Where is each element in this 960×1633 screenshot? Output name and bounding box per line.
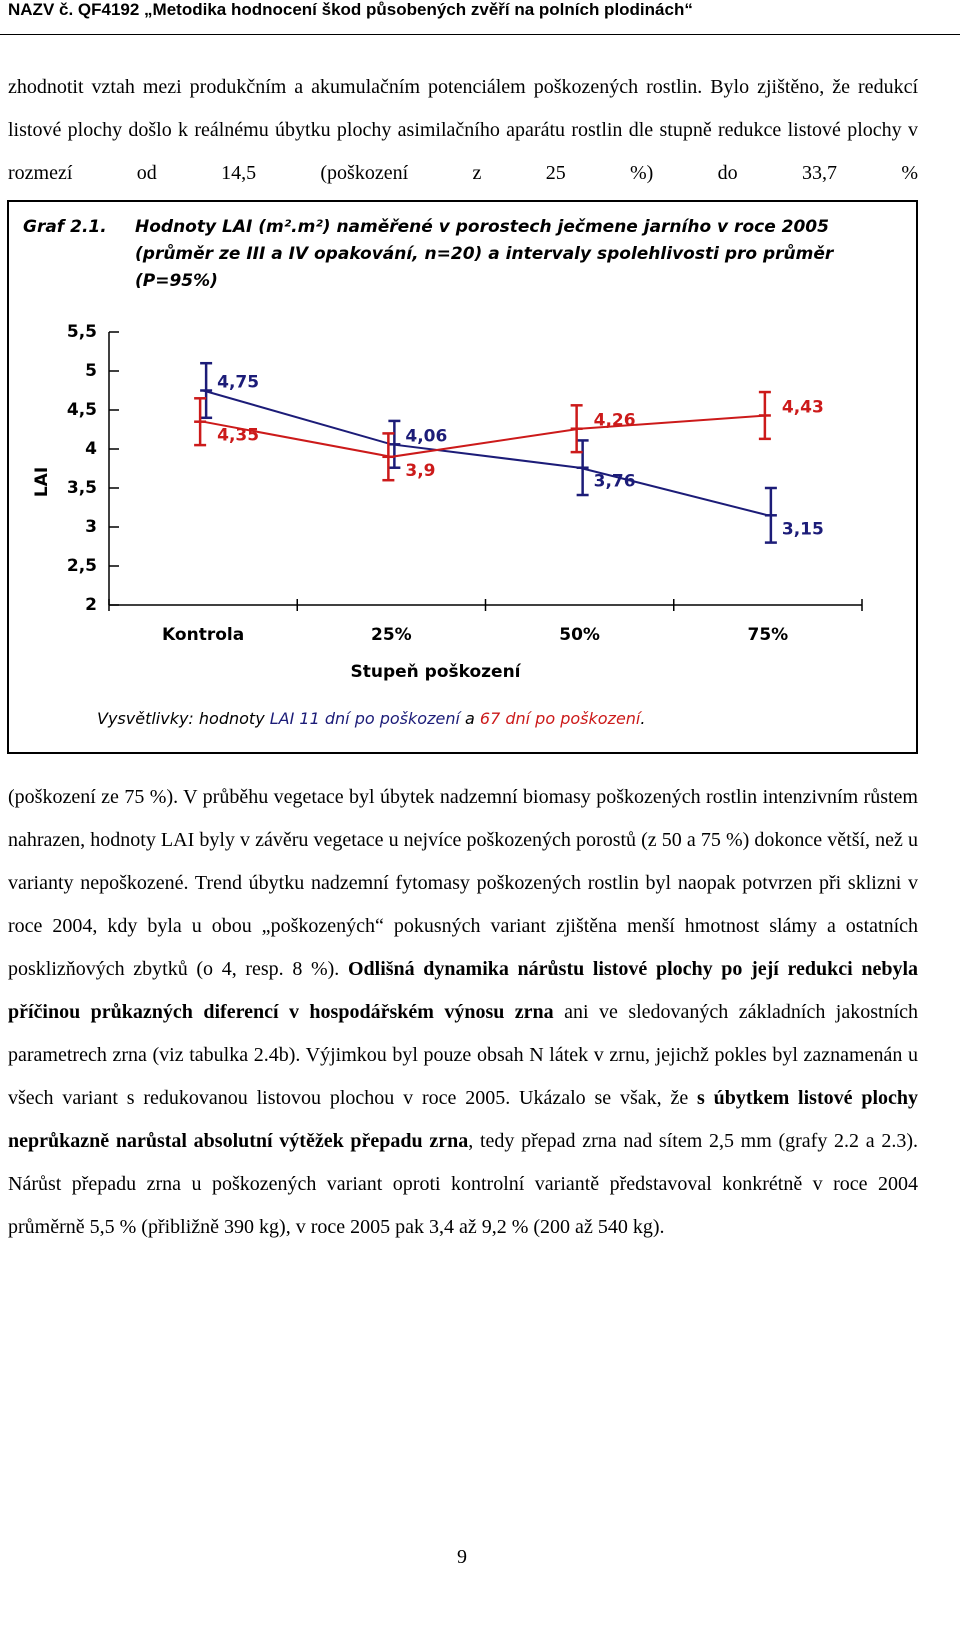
legend: Vysvětlivky: hodnoty LAI 11 dní po poško… [97,709,645,728]
y-tick-label: 2,5 [67,556,97,576]
x-axis-title: Stupeň poškození [350,662,521,682]
series-line [202,389,769,517]
x-tick-label: 25% [371,625,412,645]
text: (poškození ze 75 %). V průběhu vegetace … [8,786,918,980]
x-tick-label: Kontrola [162,625,244,645]
x-tick-label: 75% [748,625,789,645]
y-tick-label: 5,5 [67,322,97,342]
y-tick-label: 3 [85,517,97,537]
x-tick-label: 50% [559,625,600,645]
text: ani ve sledovaných základních jakostních… [8,1001,919,1109]
chart: 2 2,5 3 3,5 4 4,5 5 5,5 Kontrola 25% 50% 75% Stupeň … [32,322,863,682]
page-number: 9 [457,1546,467,1568]
y-tick-label: 4 [85,439,97,459]
legend-joiner: a [465,709,475,728]
value-label: 4,35 [217,426,259,446]
series-line [202,414,768,458]
value-label: 3,76 [594,472,636,492]
header-title: NAZV č. QF4192 „Metodika hodnocení škod … [8,0,693,19]
paragraph: zhodnotit vztah mezi produkčním a akumul… [8,76,918,184]
y-tick-label: 2 [85,595,97,615]
bold-text: Odlišná dynamika nárůstu listové plochy … [8,958,919,1023]
figure-caption: Hodnoty LAI (m².m²) naměřené v porostech… [135,217,834,291]
figure: Graf 2.1. Hodnoty LAI (m².m²) naměřené v… [7,200,918,754]
bold-text: s úbytkem listové plochy neprůkazně narů… [8,1087,918,1152]
value-label: 4,06 [405,426,447,446]
y-tick-label: 4,5 [67,400,97,420]
y-tick-label: 5 [85,361,97,381]
paragraph: (poškození ze 75 %). V průběhu vegetace … [8,776,918,1249]
y-tick-label: 3,5 [67,478,97,498]
legend-entry: LAI 11 dní po poškození [269,709,460,728]
legend-entry: 67 dní po poškození [479,709,641,728]
y-axis-title: LAI [32,467,52,497]
value-label: 3,9 [405,461,435,481]
legend-prefix: Vysvětlivky: hodnoty [97,709,265,728]
value-label: 4,75 [217,373,259,393]
figure-label: Graf 2.1. [23,217,107,237]
value-label: 4,26 [594,411,636,431]
value-label: 3,15 [782,519,824,539]
legend-suffix: . [640,709,646,728]
text: , tedy přepad zrna nad sítem 2,5 mm (gra… [8,1130,918,1238]
header-rule [0,34,960,35]
value-label: 4,43 [782,397,824,417]
